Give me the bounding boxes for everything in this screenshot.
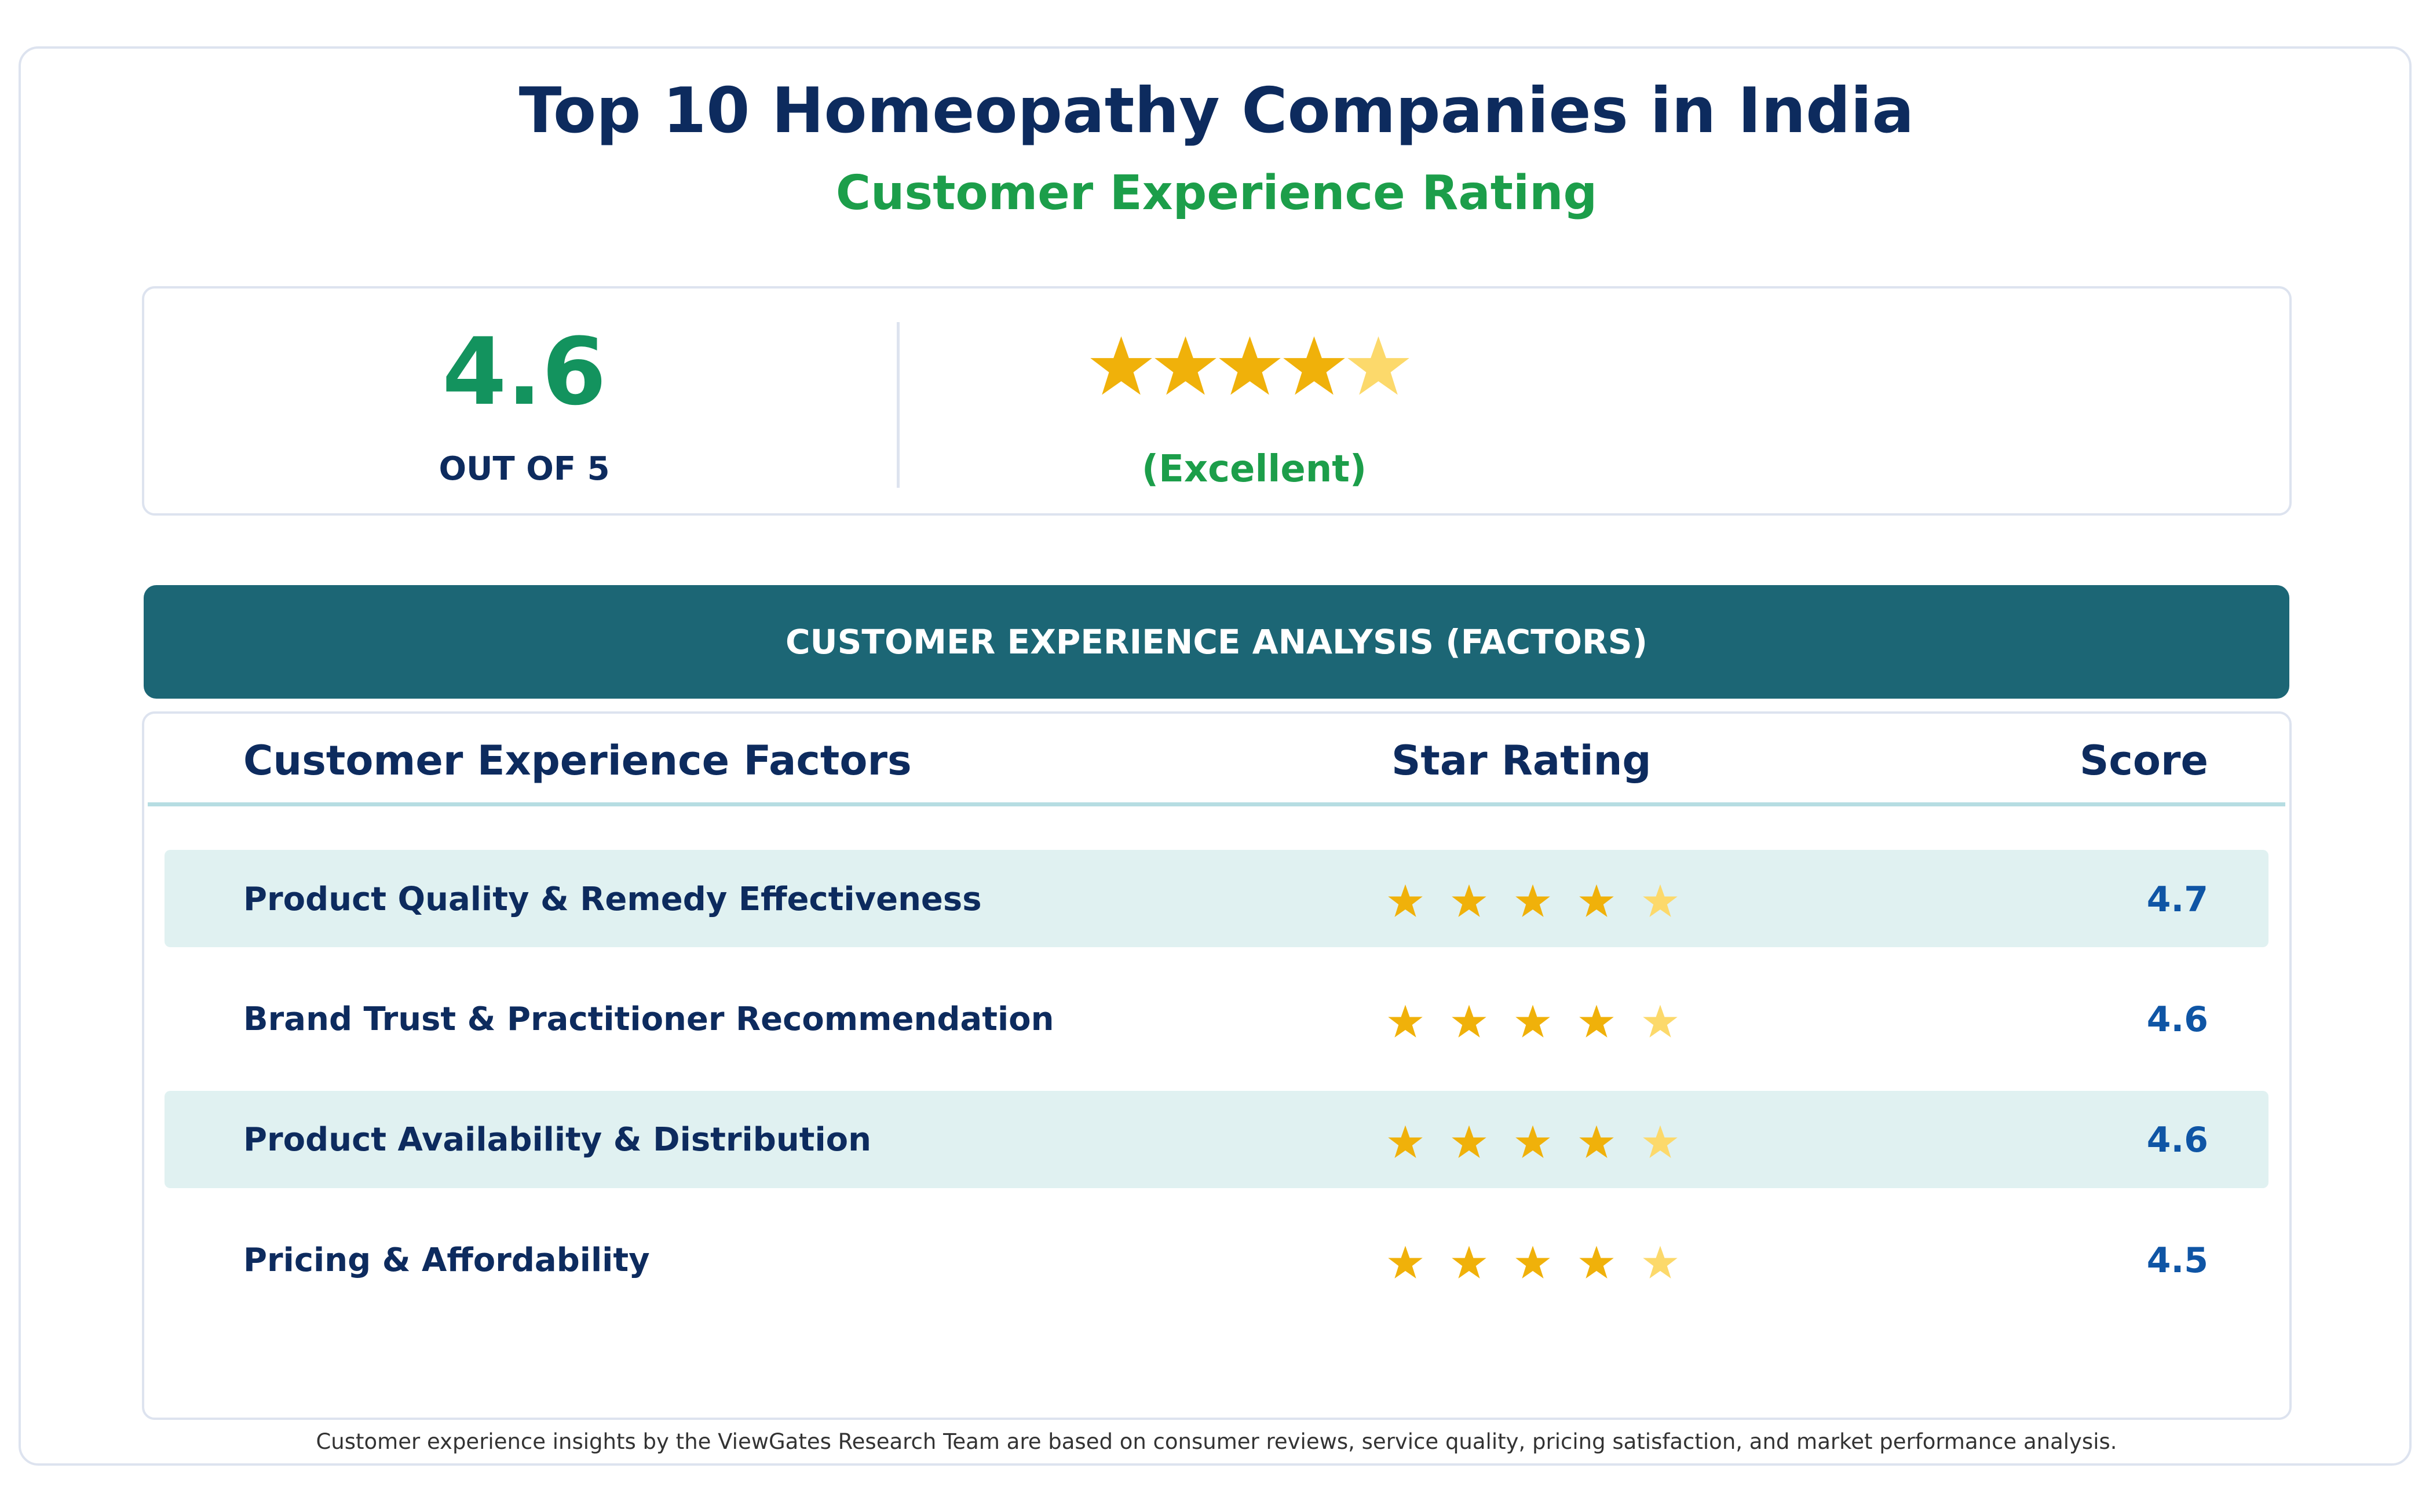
overall-score: 4.6	[442, 317, 607, 426]
star-icon	[1347, 336, 1409, 395]
star-icon	[1283, 336, 1345, 395]
summary-divider	[897, 322, 900, 488]
star-icon	[1515, 1005, 1550, 1038]
star-icon	[1579, 1005, 1614, 1038]
table-row-highlight	[165, 1091, 2268, 1188]
factor-label: Product Availability & Distribution	[243, 1121, 871, 1159]
star-icon	[1579, 1125, 1614, 1158]
factor-star-rating	[1387, 1124, 1706, 1160]
factor-score: 4.7	[2146, 879, 2208, 920]
factor-star-rating	[1387, 883, 1706, 919]
page-subtitle: Customer Experience Rating	[835, 166, 1598, 221]
star-icon	[1388, 1246, 1423, 1279]
star-icon	[1452, 1125, 1486, 1158]
header-divider	[148, 802, 2285, 806]
section-banner: CUSTOMER EXPERIENCE ANALYSIS (FACTORS)	[144, 585, 2289, 699]
table-row-highlight	[165, 850, 2268, 947]
star-icon	[1643, 1005, 1678, 1038]
star-icon	[1515, 884, 1550, 917]
footnote: Customer experience insights by the View…	[316, 1429, 2117, 1454]
star-icon	[1388, 1005, 1423, 1038]
star-icon	[1090, 336, 1152, 395]
factor-label: Pricing & Affordability	[243, 1241, 650, 1279]
star-icon	[1219, 336, 1281, 395]
star-icon	[1388, 884, 1423, 917]
star-icon	[1643, 884, 1678, 917]
factor-label: Brand Trust & Practitioner Recommendatio…	[243, 1000, 1054, 1038]
factor-star-rating	[1387, 1003, 1706, 1039]
star-icon	[1515, 1246, 1550, 1279]
star-icon	[1452, 1246, 1486, 1279]
rating-descriptor: (Excellent)	[1141, 448, 1367, 491]
overall-star-rating	[1089, 334, 1411, 415]
factor-score: 4.6	[2146, 999, 2208, 1040]
star-icon	[1452, 1005, 1486, 1038]
star-icon	[1388, 1125, 1423, 1158]
factor-score: 4.6	[2146, 1120, 2208, 1160]
star-icon	[1515, 1125, 1550, 1158]
factor-label: Product Quality & Remedy Effectiveness	[243, 881, 982, 918]
factor-score: 4.5	[2146, 1240, 2208, 1281]
column-header-factors: Customer Experience Factors	[243, 737, 912, 784]
star-icon	[1452, 884, 1486, 917]
column-header-star-rating: Star Rating	[1391, 737, 1652, 784]
rating-card	[19, 46, 2412, 1466]
column-header-score: Score	[2080, 737, 2208, 784]
star-icon	[1579, 884, 1614, 917]
factor-star-rating	[1387, 1244, 1706, 1280]
star-icon	[1643, 1125, 1678, 1158]
summary-panel	[142, 286, 2292, 516]
out-of-label: OUT OF 5	[439, 450, 610, 488]
factors-table	[142, 711, 2292, 1420]
star-icon	[1579, 1246, 1614, 1279]
star-icon	[1155, 336, 1216, 395]
star-icon	[1643, 1246, 1678, 1279]
page-title: Top 10 Homeopathy Companies in India	[518, 75, 1915, 147]
